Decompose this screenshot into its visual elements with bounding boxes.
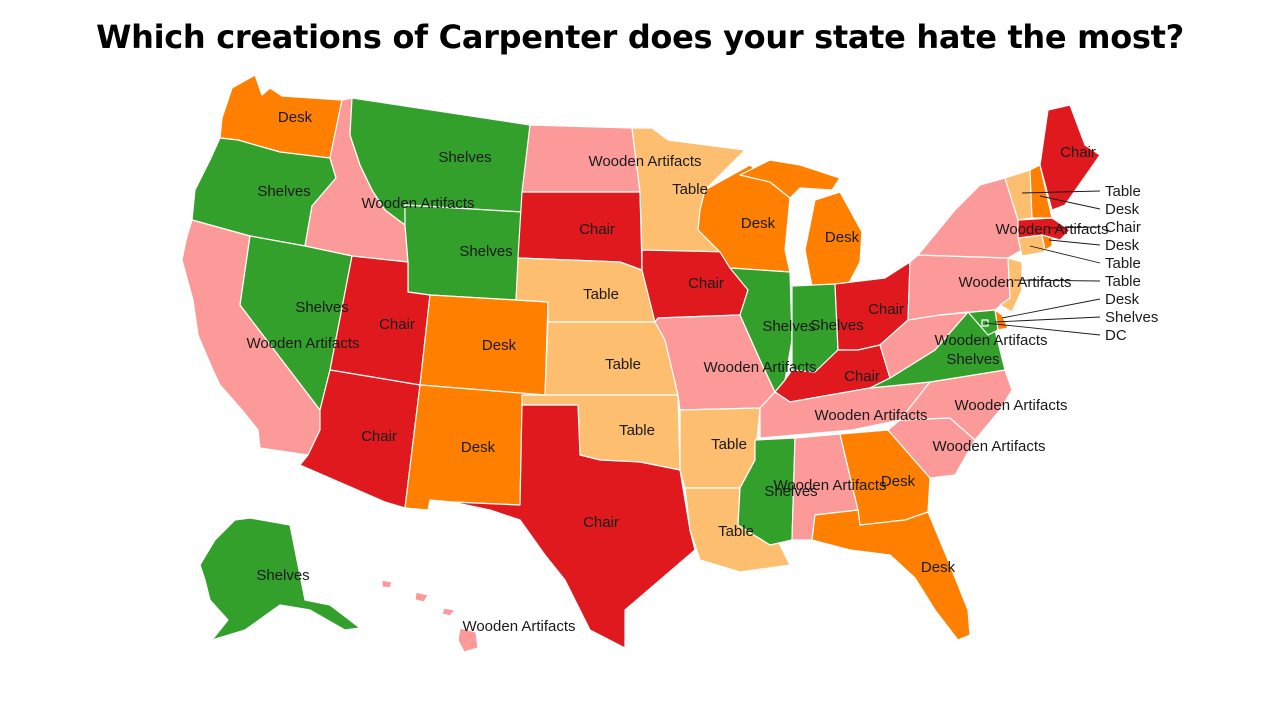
state-AK[interactable] bbox=[199, 517, 361, 641]
state-label-HI: Wooden Artifacts bbox=[462, 618, 575, 635]
state-label-WI: Desk bbox=[741, 215, 776, 232]
leader-line-MD bbox=[994, 316, 1101, 323]
state-label-UT: Chair bbox=[379, 316, 415, 333]
leader-line-DE bbox=[1001, 298, 1101, 319]
leader-line-NJ bbox=[1013, 279, 1101, 282]
state-label-AL: Wooden Artifacts bbox=[773, 477, 886, 494]
state-label-TX: Chair bbox=[583, 514, 619, 531]
state-label-KY: Chair bbox=[844, 368, 880, 385]
state-label-CO: Desk bbox=[482, 337, 517, 354]
state-MD[interactable] bbox=[939, 309, 999, 336]
state-label-LA: Table bbox=[718, 523, 754, 540]
state-label-WV: Wooden Artifacts bbox=[934, 332, 1047, 349]
state-label-RI: Desk bbox=[1105, 237, 1140, 254]
state-label-TN: Wooden Artifacts bbox=[814, 407, 927, 424]
leader-line-CT bbox=[1029, 245, 1101, 264]
leader-line-MA bbox=[1049, 226, 1101, 229]
map-title: Which creations of Carpenter does your s… bbox=[96, 18, 1184, 56]
state-label-ND: Wooden Artifacts bbox=[588, 153, 701, 170]
state-label-AZ: Chair bbox=[361, 428, 397, 445]
state-label-MA: Chair bbox=[1105, 219, 1141, 236]
state-label-DE: Desk bbox=[1105, 291, 1140, 308]
state-label-AK: Shelves bbox=[256, 567, 309, 584]
state-label-VA: Shelves bbox=[946, 351, 999, 368]
state-label-NH: Desk bbox=[1105, 201, 1140, 218]
state-label-OH: Chair bbox=[868, 301, 904, 318]
state-label-GA: Desk bbox=[881, 473, 916, 490]
state-label-AR: Table bbox=[711, 436, 747, 453]
state-NJ[interactable] bbox=[999, 257, 1023, 313]
state-FL[interactable] bbox=[811, 509, 971, 641]
state-NH[interactable] bbox=[1029, 164, 1053, 219]
state-label-IN: Shelves bbox=[810, 317, 863, 334]
state-label-NC: Wooden Artifacts bbox=[954, 397, 1067, 414]
state-label-MN: Table bbox=[672, 181, 708, 198]
state-label-ID: Wooden Artifacts bbox=[361, 195, 474, 212]
leader-line-RI bbox=[1048, 239, 1101, 246]
state-CT[interactable] bbox=[1017, 234, 1046, 257]
state-label-OK: Table bbox=[619, 422, 655, 439]
state-label-OR: Shelves bbox=[257, 183, 310, 200]
state-label-MD: Shelves bbox=[1105, 309, 1158, 326]
state-label-SC: Wooden Artifacts bbox=[932, 438, 1045, 455]
state-HI[interactable] bbox=[381, 579, 479, 653]
state-TX[interactable] bbox=[451, 404, 696, 649]
state-label-IL: Shelves bbox=[762, 318, 815, 335]
leader-line-DC bbox=[984, 322, 1101, 336]
state-label-NJ: Table bbox=[1105, 273, 1141, 290]
state-label-IA: Chair bbox=[688, 275, 724, 292]
state-label-PA: Wooden Artifacts bbox=[958, 274, 1071, 291]
state-label-SD: Chair bbox=[579, 221, 615, 238]
state-label-FL: Desk bbox=[921, 559, 956, 576]
state-label-KS: Table bbox=[605, 356, 641, 373]
state-label-ME: Chair bbox=[1060, 144, 1096, 161]
state-label-WA: Desk bbox=[278, 109, 313, 126]
state-label-VT: Table bbox=[1105, 183, 1141, 200]
state-label-NM: Desk bbox=[461, 439, 496, 456]
state-NY[interactable] bbox=[917, 177, 1023, 259]
state-label-WY: Shelves bbox=[459, 243, 512, 260]
state-label-MS: Shelves bbox=[764, 483, 817, 500]
state-label-CT: Table bbox=[1105, 255, 1141, 272]
leader-line-NH bbox=[1039, 195, 1101, 210]
state-label-NV: Shelves bbox=[295, 299, 348, 316]
state-ME[interactable] bbox=[1039, 104, 1101, 211]
state-label-NY: Wooden Artifacts bbox=[995, 221, 1108, 238]
leader-line-VT bbox=[1021, 190, 1101, 194]
state-label-NE: Table bbox=[583, 286, 619, 303]
state-MI[interactable] bbox=[739, 159, 863, 287]
state-label-MI: Desk bbox=[825, 229, 860, 246]
state-label-DC: DC bbox=[1105, 327, 1127, 344]
state-label-CA: Wooden Artifacts bbox=[246, 335, 359, 352]
state-label-MT: Shelves bbox=[438, 149, 491, 166]
state-label-MO: Wooden Artifacts bbox=[703, 359, 816, 376]
